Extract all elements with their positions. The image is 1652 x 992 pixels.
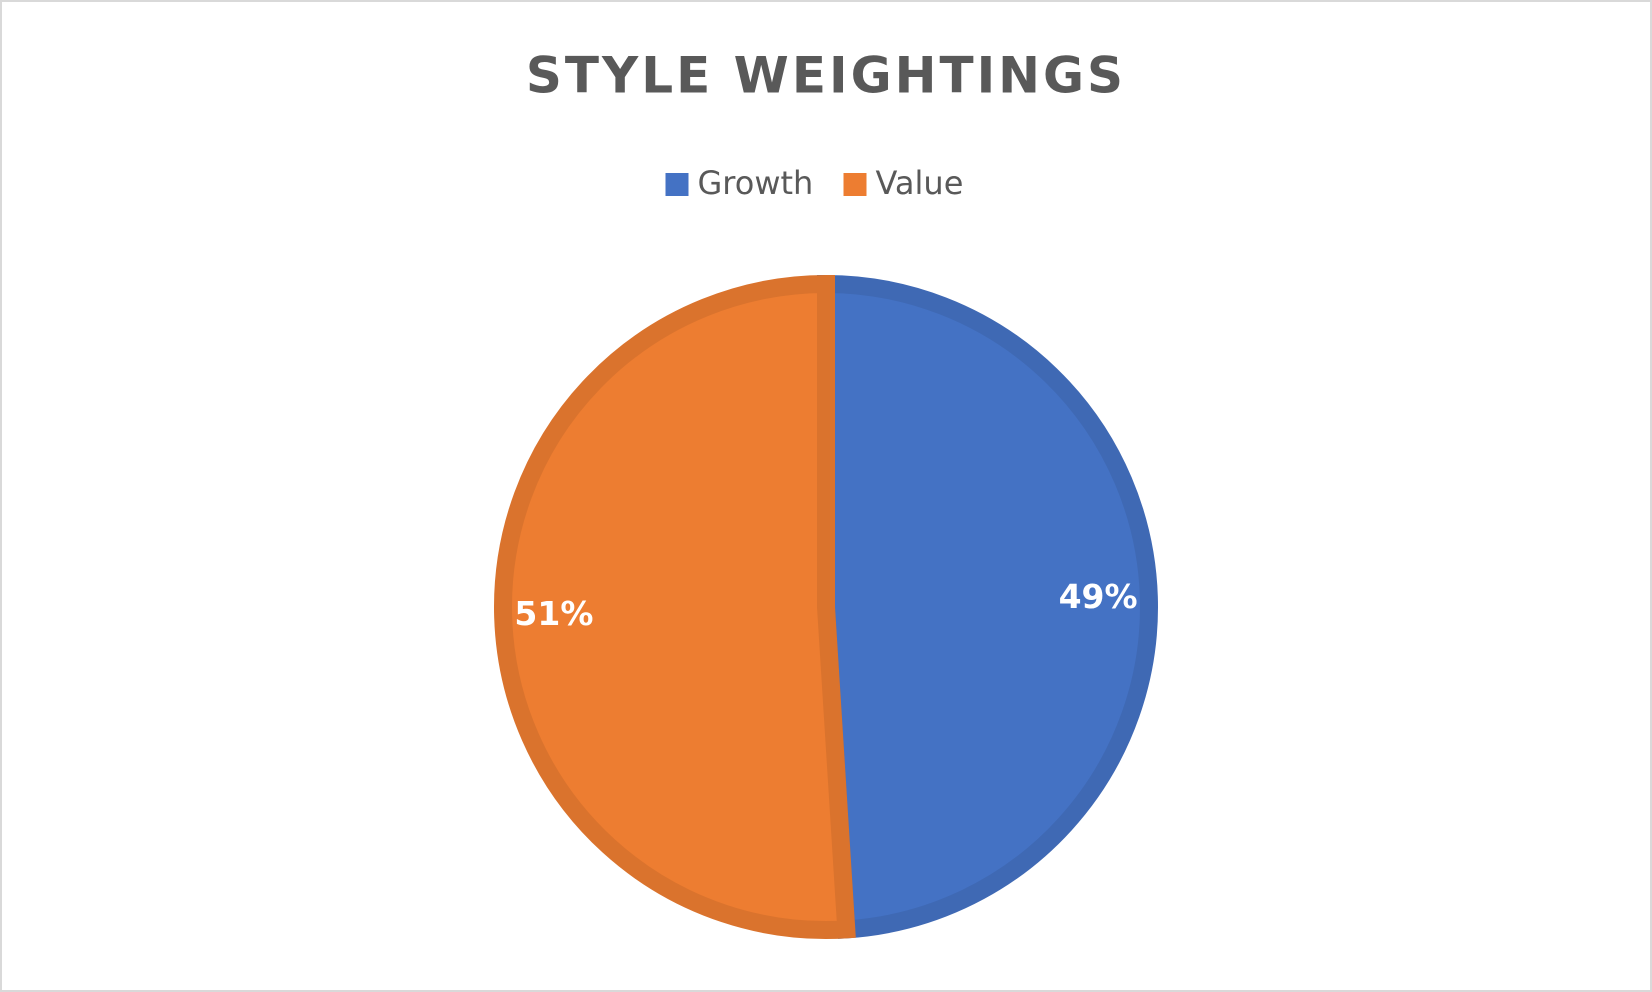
- pie-slice: [817, 274, 1158, 939]
- legend-label: Growth: [698, 164, 814, 202]
- data-label: 51%: [514, 594, 593, 633]
- legend: Growth Value: [665, 164, 964, 202]
- legend-swatch: [665, 173, 689, 196]
- pie: 49% 51%: [494, 274, 1158, 939]
- pie-slice: [494, 274, 856, 939]
- legend-label: Value: [876, 164, 964, 202]
- data-label: 49%: [1059, 577, 1138, 616]
- chart-title: STYLE WEIGHTINGS: [526, 47, 1126, 105]
- legend-swatch: [843, 173, 867, 196]
